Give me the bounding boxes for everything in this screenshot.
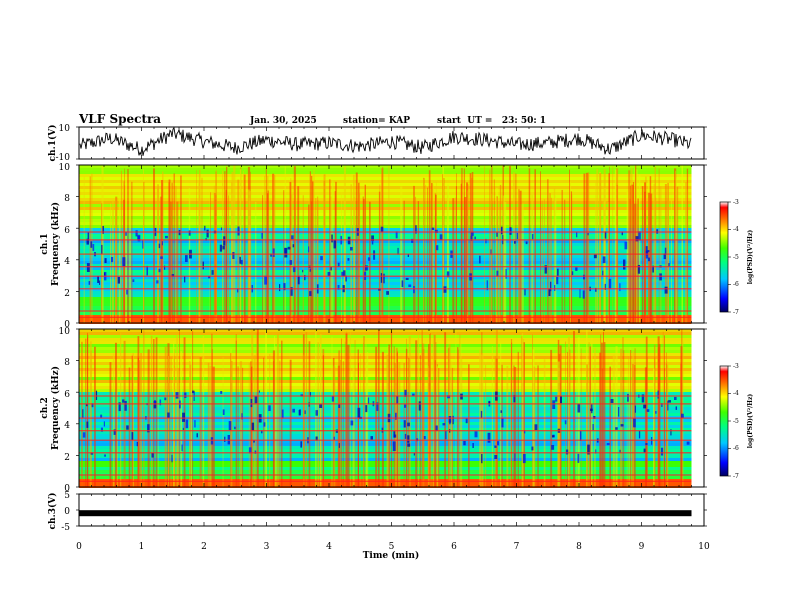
xtick-8: 8 <box>576 542 582 552</box>
ch1-channel-label: ch.1 <box>40 233 50 254</box>
ch3-waveform-panel: 5 0 -5 ch.3(V) <box>47 491 707 533</box>
ch3-waveform-trace <box>79 510 692 517</box>
ch1-freq-tick-8: 8 <box>64 194 70 204</box>
xtick-1: 1 <box>139 542 145 552</box>
xtick-3: 3 <box>264 542 270 552</box>
ch2-freq-tick-4: 4 <box>64 421 70 431</box>
ch3-ylabel: ch.3(V) <box>47 493 58 530</box>
xtick-9: 9 <box>639 542 645 552</box>
ch2-colorbar-label: log(PSD)(V²/Hz) <box>747 394 754 449</box>
ch1-ylabel: ch.1(V) <box>47 125 58 162</box>
ch2-freq-tick-10: 10 <box>59 327 71 337</box>
ch1-spectrogram-panel: 0 2 4 6 8 10 ch.1 Frequency (kHz) -3 -4 … <box>40 163 754 330</box>
ch1-spec-ticks <box>76 164 707 324</box>
ch2-freq-tick-6: 6 <box>64 390 70 400</box>
ch2-cb-tick-m4: -4 <box>733 390 739 397</box>
ch1-waveform-panel: 10 -10 ch.1(V) <box>47 124 707 163</box>
ch1-ytick-bottom: -10 <box>56 153 71 163</box>
ch2-cb-tick-m3: -3 <box>733 363 739 370</box>
ch1-ytick-top: 10 <box>59 124 71 134</box>
xtick-2: 2 <box>201 542 207 552</box>
xtick-0: 0 <box>76 542 82 552</box>
ch1-cb-tick-m5: -5 <box>733 254 739 261</box>
xtick-6: 6 <box>451 542 457 552</box>
ch2-spectrogram-image <box>79 329 692 488</box>
figure-title: VLF Spectra <box>78 112 161 126</box>
ch3-ytick-0: 0 <box>64 507 70 517</box>
start-time-label: start UT = 23: 50: 1 <box>437 116 546 126</box>
date-label: Jan. 30, 2025 <box>249 116 317 126</box>
xtick-5: 5 <box>389 542 395 552</box>
x-axis-tick-labels: 0 1 2 3 4 5 6 7 8 9 10 <box>76 542 710 552</box>
ch1-freq-ylabel: Frequency (kHz) <box>50 202 61 286</box>
ch3-ytick-m5: -5 <box>61 523 70 533</box>
x-axis-label: Time (min) <box>363 550 420 561</box>
ch1-cb-tick-m7: -7 <box>733 309 739 316</box>
ch2-spec-ticks <box>76 328 707 488</box>
ch2-freq-tick-8: 8 <box>64 358 70 368</box>
ch1-colorbar-ticks <box>728 201 731 313</box>
ch1-freq-tick-4: 4 <box>64 257 70 267</box>
ch1-freq-tick-2: 2 <box>64 289 70 299</box>
ch1-colorbar <box>719 201 729 313</box>
station-label: station= KAP <box>343 116 410 126</box>
ch2-spectrogram-panel: 0 2 4 6 8 10 ch.2 Frequency (kHz) -3 -4 … <box>40 327 754 494</box>
xtick-10: 10 <box>698 542 710 552</box>
ch2-freq-tick-2: 2 <box>64 453 70 463</box>
ch1-waveform-line <box>79 126 692 157</box>
ch2-colorbar-ticks <box>728 365 731 477</box>
ch1-freq-tick-0: 0 <box>64 320 70 330</box>
ch1-spectrogram-image <box>79 165 692 324</box>
ch3-x-ticks <box>76 493 707 527</box>
xtick-4: 4 <box>326 542 332 552</box>
ch1-cb-tick-m3: -3 <box>733 199 739 206</box>
ch1-cb-tick-m6: -6 <box>733 281 739 288</box>
ch1-cb-tick-m4: -4 <box>733 226 739 233</box>
ch2-cb-tick-m7: -7 <box>733 473 739 480</box>
ch2-freq-tick-0: 0 <box>64 484 70 494</box>
ch2-cb-tick-m5: -5 <box>733 418 739 425</box>
ch2-cb-tick-m6: -6 <box>733 445 739 452</box>
ch1-x-ticks <box>76 126 707 160</box>
ch3-ytick-5: 5 <box>64 491 70 501</box>
ch1-freq-tick-6: 6 <box>64 226 70 236</box>
ch2-freq-ylabel: Frequency (kHz) <box>50 366 61 450</box>
ch2-channel-label: ch.2 <box>40 397 50 418</box>
xtick-7: 7 <box>514 542 520 552</box>
ch1-freq-tick-10: 10 <box>59 163 71 173</box>
ch1-colorbar-label: log(PSD)(V²/Hz) <box>747 230 754 285</box>
ch2-colorbar <box>719 365 729 477</box>
